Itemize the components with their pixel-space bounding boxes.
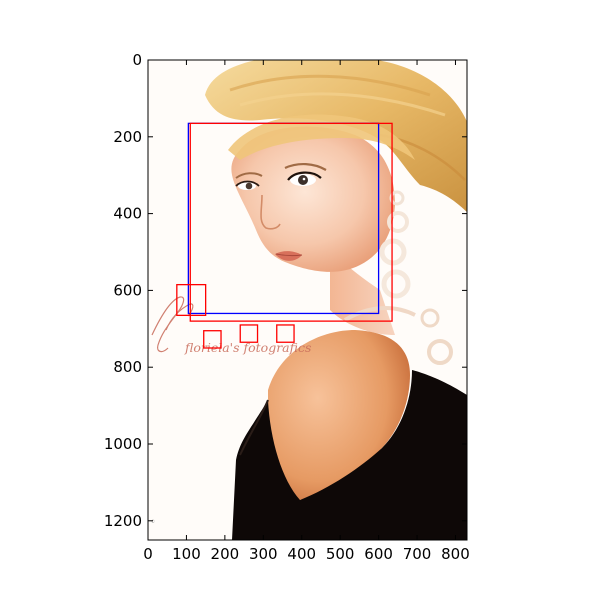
x-axis: 0 100 200 300 400 500 600 700 800 bbox=[143, 60, 470, 563]
red-small-box-3 bbox=[239, 324, 259, 343]
x-tick-label: 300 bbox=[249, 545, 278, 563]
x-tick-label: 100 bbox=[172, 545, 201, 563]
y-tick-label: 400 bbox=[113, 205, 142, 223]
y-tick-label: 200 bbox=[113, 128, 142, 146]
x-tick-label: 600 bbox=[364, 545, 393, 563]
bounding-boxes bbox=[176, 122, 393, 349]
red-small-box-1 bbox=[176, 283, 207, 317]
x-tick-label: 200 bbox=[211, 545, 240, 563]
watermark-signature: floriela's fotografics bbox=[151, 296, 311, 355]
x-tick-label: 0 bbox=[143, 545, 153, 563]
y-axis: 0 200 400 600 800 1000 1200 bbox=[104, 51, 467, 530]
x-tick-label: 800 bbox=[441, 545, 470, 563]
photo-image: floriela's fotografics © bbox=[148, 60, 467, 540]
x-tick-label: 400 bbox=[287, 545, 316, 563]
red-face-box bbox=[189, 122, 393, 322]
y-tick-label: 1000 bbox=[104, 435, 142, 453]
watermark-text: floriela's fotografics bbox=[184, 340, 311, 355]
y-tick-label: 600 bbox=[113, 281, 142, 299]
y-tick-label: 1200 bbox=[104, 512, 142, 530]
y-tick-label: 800 bbox=[113, 358, 142, 376]
x-tick-label: 700 bbox=[403, 545, 432, 563]
x-tick-label: 500 bbox=[326, 545, 355, 563]
axes-frame bbox=[147, 59, 468, 541]
svg-text:©: © bbox=[151, 519, 155, 524]
red-small-box-4 bbox=[276, 324, 295, 343]
red-small-box-2 bbox=[203, 330, 222, 349]
y-tick-label: 0 bbox=[132, 51, 142, 69]
